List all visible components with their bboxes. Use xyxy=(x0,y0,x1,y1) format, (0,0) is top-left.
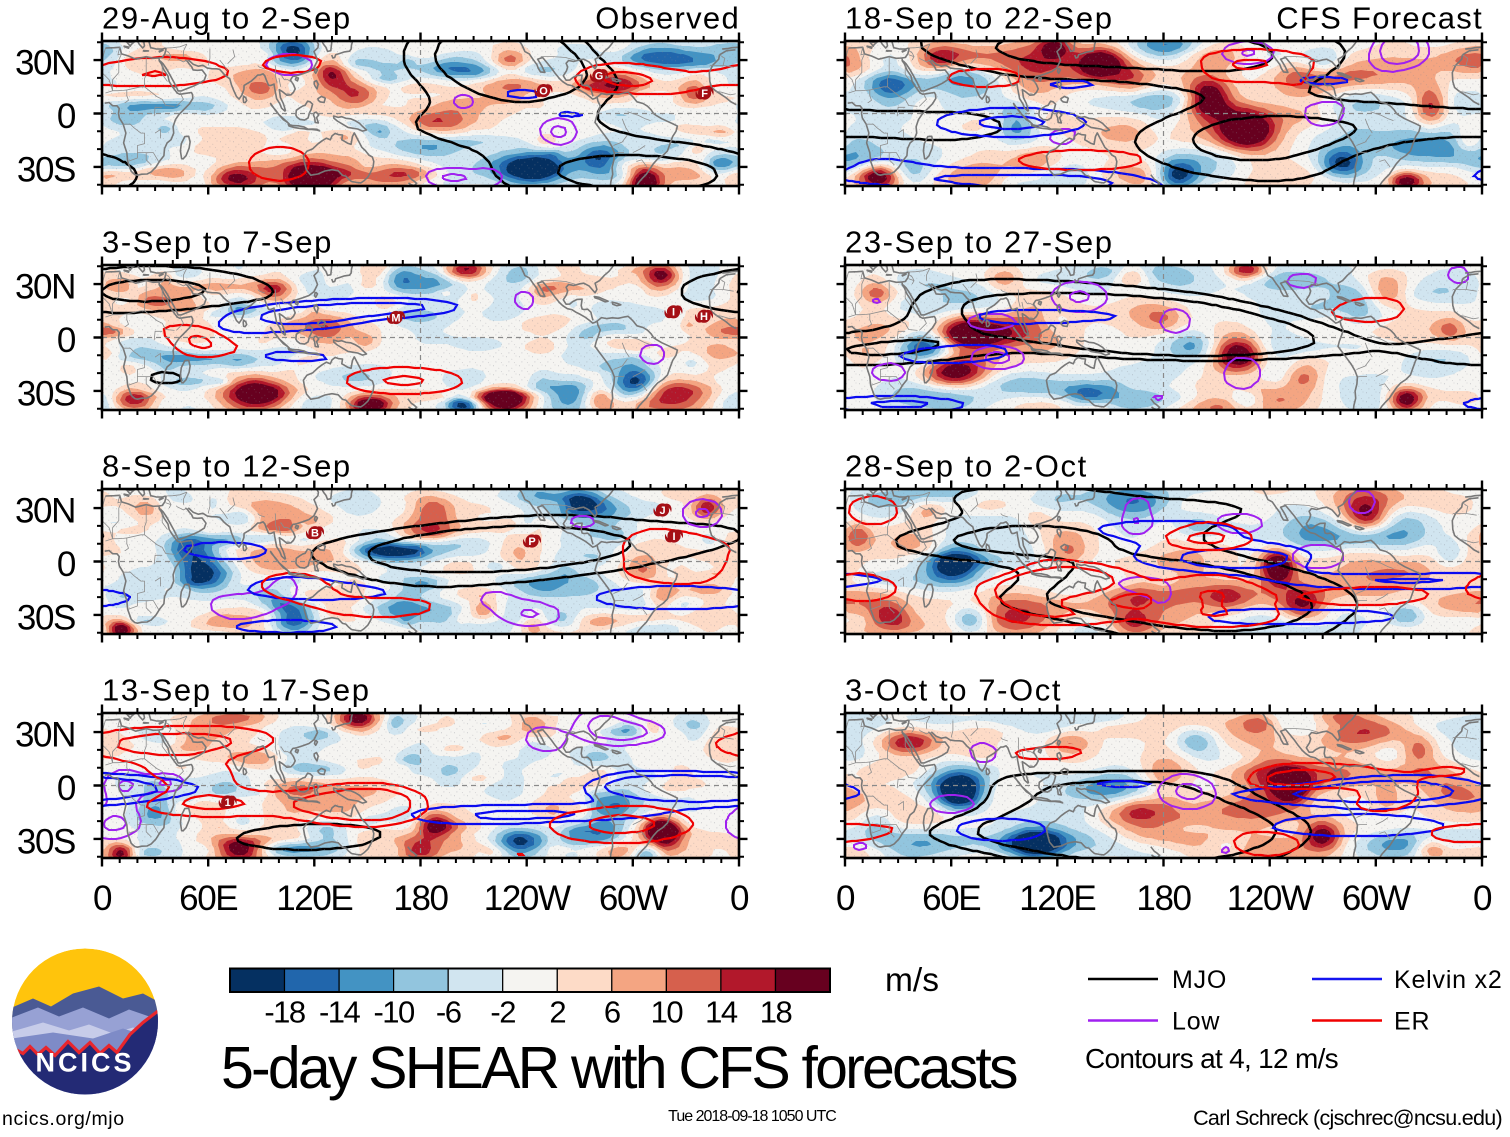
svg-text:ncics.org/mjo: ncics.org/mjo xyxy=(2,1108,125,1130)
svg-text:J: J xyxy=(659,505,665,517)
svg-text:Observed: Observed xyxy=(595,1,740,36)
svg-text:60E: 60E xyxy=(179,879,237,918)
svg-text:0: 0 xyxy=(57,321,76,360)
svg-text:G: G xyxy=(595,70,604,82)
svg-text:18: 18 xyxy=(760,995,792,1030)
svg-text:0: 0 xyxy=(730,879,749,918)
svg-text:30N: 30N xyxy=(15,268,75,307)
svg-text:30N: 30N xyxy=(15,492,75,531)
svg-text:0: 0 xyxy=(93,879,112,918)
svg-text:30S: 30S xyxy=(17,150,75,189)
svg-text:13-Sep to 17-Sep: 13-Sep to 17-Sep xyxy=(102,673,371,708)
svg-text:-14: -14 xyxy=(319,995,361,1030)
svg-text:-2: -2 xyxy=(490,995,515,1030)
svg-text:Tue 2018-09-18 1050 UTC: Tue 2018-09-18 1050 UTC xyxy=(668,1108,836,1125)
svg-text:F: F xyxy=(701,88,708,100)
svg-text:I: I xyxy=(672,307,675,319)
svg-text:30N: 30N xyxy=(15,716,75,755)
svg-text:Low: Low xyxy=(1172,1008,1220,1036)
svg-text:30S: 30S xyxy=(17,598,75,637)
svg-text:3-Sep to 7-Sep: 3-Sep to 7-Sep xyxy=(102,225,333,260)
svg-text:14: 14 xyxy=(705,995,738,1030)
svg-text:120E: 120E xyxy=(276,879,352,918)
svg-text:-18: -18 xyxy=(264,995,305,1030)
svg-text:I: I xyxy=(672,531,675,543)
svg-text:120W: 120W xyxy=(484,879,571,918)
svg-text:60E: 60E xyxy=(922,879,980,918)
svg-text:120E: 120E xyxy=(1019,879,1095,918)
svg-text:180: 180 xyxy=(393,879,448,918)
svg-text:10: 10 xyxy=(651,995,684,1030)
svg-text:30S: 30S xyxy=(17,374,75,413)
svg-text:0: 0 xyxy=(836,879,855,918)
svg-text:H: H xyxy=(700,311,708,323)
svg-text:MJO: MJO xyxy=(1172,966,1227,994)
svg-text:28-Sep to 2-Oct: 28-Sep to 2-Oct xyxy=(845,449,1088,484)
svg-text:2: 2 xyxy=(549,995,565,1030)
svg-text:0: 0 xyxy=(57,545,76,584)
svg-text:30N: 30N xyxy=(15,44,75,83)
svg-text:0: 0 xyxy=(57,769,76,808)
svg-text:m/s: m/s xyxy=(885,962,939,999)
svg-text:1: 1 xyxy=(225,797,231,809)
svg-text:8-Sep to 12-Sep: 8-Sep to 12-Sep xyxy=(102,449,352,484)
svg-text:Kelvin x2: Kelvin x2 xyxy=(1394,966,1503,994)
svg-text:18-Sep to 22-Sep: 18-Sep to 22-Sep xyxy=(845,1,1114,36)
svg-text:180: 180 xyxy=(1136,879,1191,918)
svg-text:M: M xyxy=(391,312,400,324)
svg-text:Carl Schreck (cjschrec@ncsu.ed: Carl Schreck (cjschrec@ncsu.edu) xyxy=(1193,1106,1502,1130)
svg-text:3-Oct to 7-Oct: 3-Oct to 7-Oct xyxy=(845,673,1062,708)
svg-text:29-Aug to 2-Sep: 29-Aug to 2-Sep xyxy=(102,1,352,36)
svg-text:0: 0 xyxy=(1473,879,1492,918)
svg-text:60W: 60W xyxy=(599,879,668,918)
svg-text:Contours at 4, 12 m/s: Contours at 4, 12 m/s xyxy=(1085,1043,1338,1074)
svg-text:-6: -6 xyxy=(436,995,461,1030)
svg-text:5-day SHEAR with CFS forecasts: 5-day SHEAR with CFS forecasts xyxy=(221,1035,1017,1101)
svg-text:120W: 120W xyxy=(1227,879,1314,918)
svg-text:0: 0 xyxy=(57,97,76,136)
svg-text:P: P xyxy=(528,536,535,548)
svg-text:23-Sep to 27-Sep: 23-Sep to 27-Sep xyxy=(845,225,1114,260)
svg-text:O: O xyxy=(539,86,548,98)
svg-text:B: B xyxy=(311,528,319,540)
svg-text:60W: 60W xyxy=(1342,879,1411,918)
svg-text:6: 6 xyxy=(604,995,620,1030)
svg-text:CFS Forecast: CFS Forecast xyxy=(1276,1,1483,36)
svg-text:NCICS: NCICS xyxy=(35,1048,134,1078)
svg-text:-10: -10 xyxy=(373,995,415,1030)
svg-text:30S: 30S xyxy=(17,822,75,861)
svg-text:ER: ER xyxy=(1394,1008,1430,1036)
